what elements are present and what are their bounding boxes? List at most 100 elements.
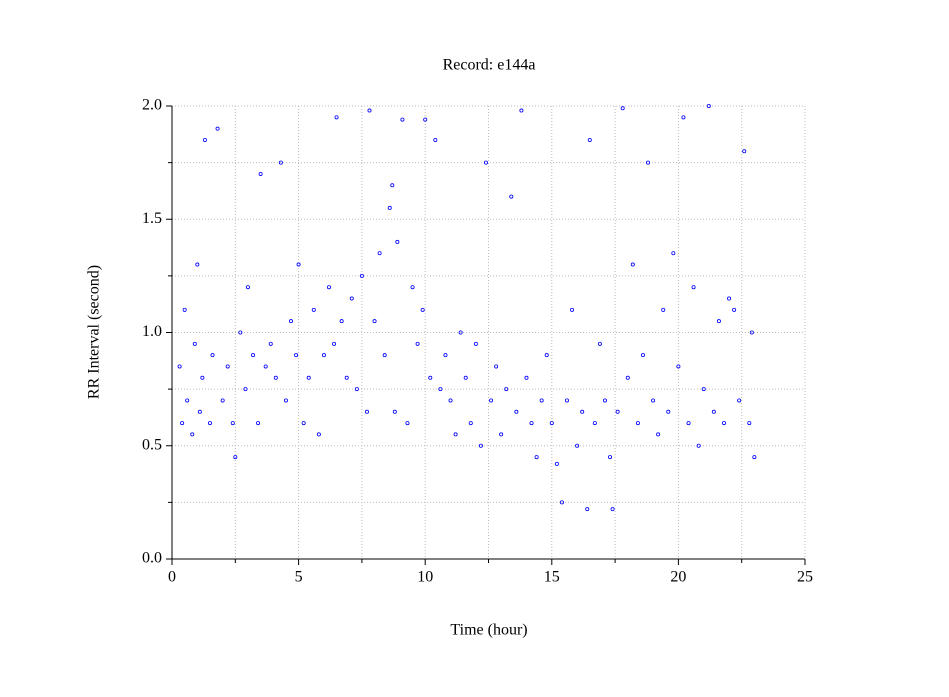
point	[415, 341, 420, 346]
point	[519, 108, 524, 113]
point	[321, 353, 326, 358]
point	[359, 273, 364, 278]
point	[428, 375, 433, 380]
point	[570, 307, 575, 312]
y-tick-label: 1.0	[142, 323, 162, 340]
point	[749, 330, 754, 335]
point	[580, 409, 585, 414]
point	[306, 375, 311, 380]
x-tick-label: 10	[417, 569, 433, 586]
point	[202, 137, 207, 142]
point	[311, 307, 316, 312]
point	[509, 194, 514, 199]
point	[742, 149, 747, 154]
y-tick-label: 1.5	[142, 210, 162, 227]
point	[294, 353, 299, 358]
point	[585, 507, 590, 512]
point	[387, 205, 392, 210]
point	[575, 443, 580, 448]
point	[382, 353, 387, 358]
point	[716, 319, 721, 324]
y-tick-label: 0.5	[142, 436, 162, 453]
point	[339, 319, 344, 324]
y-axis-label: RR Interval (second)	[86, 265, 103, 399]
point	[326, 285, 331, 290]
point	[405, 421, 410, 426]
point	[192, 341, 197, 346]
point	[243, 387, 248, 392]
point	[210, 353, 215, 358]
point	[640, 353, 645, 358]
point	[390, 183, 395, 188]
point	[701, 387, 706, 392]
x-tick-label: 20	[670, 569, 686, 586]
point	[676, 364, 681, 369]
x-axis-label: Time (hour)	[450, 622, 527, 639]
point	[625, 375, 630, 380]
point	[258, 171, 263, 176]
point	[587, 137, 592, 142]
point	[182, 307, 187, 312]
point	[732, 307, 737, 312]
point	[263, 364, 268, 369]
x-tick-label: 5	[295, 569, 303, 586]
point	[256, 421, 261, 426]
point	[185, 398, 190, 403]
point	[296, 262, 301, 267]
point	[392, 409, 397, 414]
point	[468, 421, 473, 426]
point	[448, 398, 453, 403]
y-tick-label: 2.0	[142, 97, 162, 114]
point	[367, 108, 372, 113]
point	[706, 104, 711, 109]
point	[656, 432, 661, 437]
point	[215, 126, 220, 131]
point	[489, 398, 494, 403]
point	[483, 160, 488, 165]
chart-title: Record: e144a	[443, 57, 536, 74]
point	[737, 398, 742, 403]
point	[620, 106, 625, 111]
point	[268, 341, 273, 346]
point	[592, 421, 597, 426]
point	[681, 115, 686, 120]
point	[721, 421, 726, 426]
point	[364, 409, 369, 414]
point	[200, 375, 205, 380]
point	[245, 285, 250, 290]
point	[534, 455, 539, 460]
point	[661, 307, 666, 312]
point	[195, 262, 200, 267]
point	[316, 432, 321, 437]
point	[190, 432, 195, 437]
point	[666, 409, 671, 414]
point	[504, 387, 509, 392]
point	[473, 341, 478, 346]
point	[615, 409, 620, 414]
point	[453, 432, 458, 437]
point	[554, 461, 559, 466]
point	[747, 421, 752, 426]
point	[559, 500, 564, 505]
x-tick-label: 0	[168, 569, 176, 586]
point	[410, 285, 415, 290]
point	[177, 364, 182, 369]
point	[283, 398, 288, 403]
point	[711, 409, 716, 414]
point	[752, 455, 757, 460]
point	[220, 398, 225, 403]
point	[238, 330, 243, 335]
point	[646, 160, 651, 165]
point	[395, 239, 400, 244]
point	[630, 262, 635, 267]
point	[273, 375, 278, 380]
point	[597, 341, 602, 346]
point	[691, 285, 696, 290]
point	[420, 307, 425, 312]
point	[289, 319, 294, 324]
point	[423, 117, 428, 122]
point	[478, 443, 483, 448]
x-tick-label: 25	[797, 569, 813, 586]
point	[251, 353, 256, 358]
point	[372, 319, 377, 324]
